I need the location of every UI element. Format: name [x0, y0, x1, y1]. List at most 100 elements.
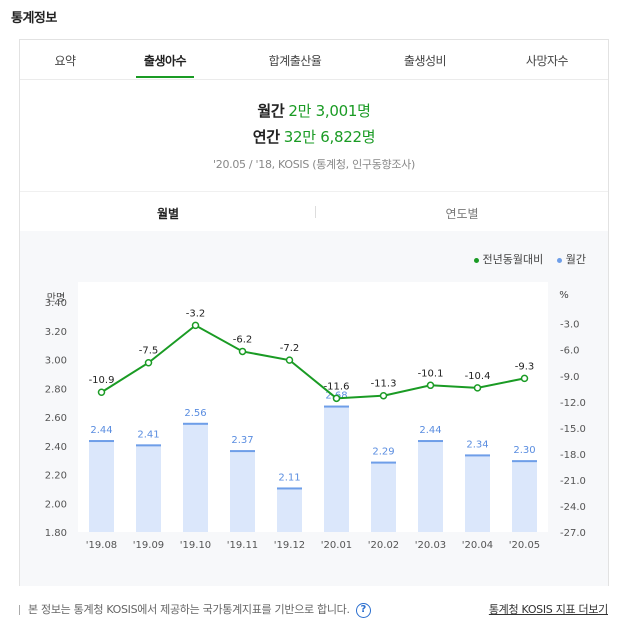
- tab-sex-ratio[interactable]: 출생성비: [403, 54, 447, 68]
- subtab-monthly[interactable]: 월별: [156, 207, 180, 221]
- x-tick-label: '20.02: [368, 540, 399, 551]
- left-axis-unit: 만명: [47, 292, 65, 304]
- legend-dot-blue: [556, 257, 562, 263]
- footer-bar: [19, 605, 20, 615]
- tab-fertility-rate[interactable]: 합계출산율: [268, 54, 322, 68]
- line-point: [473, 384, 482, 392]
- legend-dot-green: [473, 257, 479, 263]
- bar-top-edge: [183, 422, 208, 425]
- bar: [324, 405, 349, 532]
- left-tick-label: 2.80: [45, 384, 67, 395]
- yearly-label: 연간: [252, 128, 280, 146]
- legend-label-yoy: 전년동월대비: [482, 253, 544, 266]
- bar: [418, 440, 443, 532]
- x-tick-label: '19.08: [86, 540, 117, 551]
- bar-top-edge: [371, 461, 396, 464]
- bar-top-edge: [324, 405, 349, 408]
- line-value-label: -7.2: [280, 343, 300, 354]
- line-value-label: -3.2: [186, 308, 206, 319]
- x-tick-label: '19.11: [227, 540, 258, 551]
- yoy-line: [100, 324, 525, 400]
- chart-area: 전년동월대비 월간 만명% 1.80 2.00 2.20 2.40 2.60 2.80 3.0…: [20, 231, 608, 586]
- yearly-value: 32만 6,822명: [283, 128, 376, 146]
- left-tick-label: 2.00: [45, 499, 67, 510]
- line-point: [144, 358, 153, 367]
- subtab-divider: [315, 206, 316, 218]
- line-value-label: -10.4: [465, 371, 491, 382]
- monthly-label: 월간: [257, 102, 285, 120]
- monthly-summary: 월간 2만 3,001명: [20, 100, 608, 121]
- right-tick-label: -9.0: [560, 372, 580, 383]
- x-tick-label: '20.01: [321, 540, 352, 551]
- right-tick-label: -27.0: [560, 528, 586, 539]
- bar-value-label: 2.37: [231, 435, 253, 446]
- tab-births[interactable]: 출생아수: [143, 54, 187, 68]
- page-title: 통계정보: [11, 11, 57, 26]
- line-value-label: -7.5: [139, 346, 159, 357]
- line-value-label: -11.6: [324, 381, 350, 392]
- births-chart: 만명 % 1.80 2.00 2.20 2.40 2.60 2.80 3.00 3.20 3.40 -…: [45, 282, 586, 551]
- line-value-label: -9.3: [515, 361, 535, 372]
- line-value-label: -6.2: [233, 334, 253, 345]
- x-tick-label: '20.04: [462, 540, 493, 551]
- line-point: [191, 321, 200, 330]
- bar-value-label: 2.44: [90, 425, 112, 436]
- subtab-yearly[interactable]: 연도별: [445, 207, 479, 221]
- line-point: [332, 394, 341, 403]
- line-point: [238, 347, 247, 356]
- x-tick-label: '19.10: [180, 540, 211, 551]
- legend-label-monthly: 월간: [565, 253, 586, 266]
- left-tick-label: 3.40: [45, 298, 67, 309]
- left-tick-label: 2.20: [45, 471, 67, 482]
- x-tick-label: '19.12: [274, 540, 305, 551]
- bar: [371, 461, 396, 532]
- legend-item-monthly: 월간: [556, 251, 586, 267]
- tab-summary[interactable]: 요약: [54, 54, 76, 68]
- line-value-label: -10.9: [89, 375, 115, 386]
- right-tick-label: -24.0: [560, 502, 586, 513]
- help-icon[interactable]: ?: [355, 602, 371, 618]
- bar: [89, 440, 114, 532]
- line-point: [97, 388, 106, 396]
- line-value-label: -10.1: [418, 368, 444, 379]
- bar-value-label: 2.56: [184, 408, 206, 419]
- period-tab-bar: 월별 연도별: [20, 191, 608, 231]
- x-tick-label: '19.09: [133, 540, 164, 551]
- bar-value-label: 2.11: [278, 472, 300, 483]
- bar-top-edge: [277, 487, 302, 490]
- right-axis-unit: %: [559, 290, 569, 301]
- line-point: [520, 374, 529, 383]
- bar-value-label: 2.34: [466, 439, 488, 450]
- right-tick-label: -18.0: [560, 450, 586, 461]
- left-tick-label: 3.00: [45, 356, 67, 367]
- line-point: [379, 391, 388, 400]
- bar-top-edge: [465, 454, 490, 457]
- left-tick-label: 2.60: [45, 413, 67, 424]
- bar-top-edge: [230, 450, 255, 453]
- footer-note-text: 본 정보는 통계청 KOSIS에서 제공하는 국가통계지표를 기반으로 합니다.: [28, 603, 350, 616]
- right-tick-label: -15.0: [560, 424, 586, 435]
- active-tab-indicator: [136, 76, 194, 78]
- tab-deaths[interactable]: 사망자수: [525, 54, 569, 68]
- bar-top-edge: [136, 444, 161, 447]
- tab-bar: 요약 출생아수 합계출산율 출생성비 사망자수: [20, 40, 608, 80]
- kosis-more-link[interactable]: 통계청 KOSIS 지표 더보기: [488, 603, 608, 616]
- bar: [136, 444, 161, 532]
- left-tick-label: 3.20: [45, 327, 67, 338]
- left-tick-label: 1.80: [45, 528, 67, 539]
- yearly-summary: 연간 32만 6,822명: [20, 126, 608, 147]
- right-tick-label: -21.0: [560, 476, 586, 487]
- bar: [230, 450, 255, 532]
- bar-value-label: 2.30: [513, 445, 535, 456]
- line-point: [285, 356, 294, 364]
- bar-value-label: 2.44: [419, 425, 441, 436]
- bar: [183, 422, 208, 532]
- bar-value-label: 2.29: [372, 447, 394, 458]
- bar: [512, 460, 537, 532]
- bar: [465, 454, 490, 532]
- footer-note: 본 정보는 통계청 KOSIS에서 제공하는 국가통계지표를 기반으로 합니다.…: [19, 601, 371, 618]
- bar-top-edge: [418, 440, 443, 443]
- left-tick-label: 2.40: [45, 442, 67, 453]
- chart-legend: 전년동월대비 월간: [464, 251, 586, 267]
- data-source: '20.05 / '18, KOSIS (통계청, 인구동향조사): [213, 158, 415, 171]
